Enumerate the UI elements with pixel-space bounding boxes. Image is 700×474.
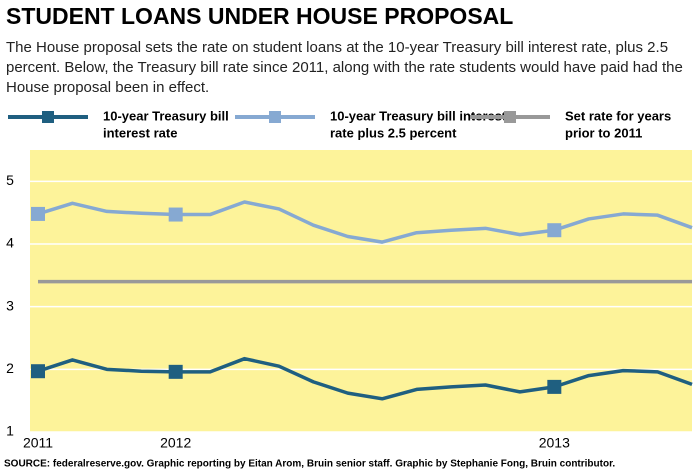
marker bbox=[168, 207, 183, 222]
subtitle: House proposal been in effect. bbox=[6, 79, 209, 96]
y-tick-label: 4 bbox=[6, 235, 14, 251]
marker bbox=[547, 223, 562, 238]
marker bbox=[31, 206, 45, 221]
legend-label: rate plus 2.5 percent bbox=[330, 125, 457, 140]
source: SOURCE: federalreserve.gov. Graphic repo… bbox=[4, 459, 615, 470]
y-tick-label: 1 bbox=[6, 423, 14, 439]
marker bbox=[31, 364, 45, 379]
marker bbox=[547, 379, 562, 394]
y-tick-label: 5 bbox=[6, 172, 14, 188]
legend-marker bbox=[504, 111, 516, 123]
subtitle: percent. Below, the Treasury bill rate s… bbox=[6, 59, 683, 76]
legend-marker bbox=[269, 111, 281, 123]
chart-title: STUDENT LOANS UNDER HOUSE PROPOSAL bbox=[6, 3, 513, 29]
plot-background bbox=[30, 150, 692, 432]
legend-label: Set rate for years bbox=[565, 108, 671, 123]
legend-label: 10-year Treasury bill bbox=[103, 108, 229, 123]
x-tick-label: 2012 bbox=[160, 435, 191, 451]
legend-label: 10-year Treasury bill interest bbox=[330, 108, 507, 123]
y-tick-label: 3 bbox=[6, 297, 14, 313]
line bbox=[37, 200, 693, 244]
line bbox=[37, 356, 693, 401]
x-tick-label: 2011 bbox=[23, 435, 53, 451]
subtitle: The House proposal sets the rate on stud… bbox=[6, 39, 668, 56]
legend-marker bbox=[42, 111, 54, 123]
y-tick-label: 2 bbox=[6, 360, 14, 376]
legend-label: prior to 2011 bbox=[565, 125, 642, 140]
marker bbox=[168, 364, 183, 379]
x-tick-label: 2013 bbox=[539, 435, 570, 451]
legend-label: interest rate bbox=[103, 125, 177, 140]
